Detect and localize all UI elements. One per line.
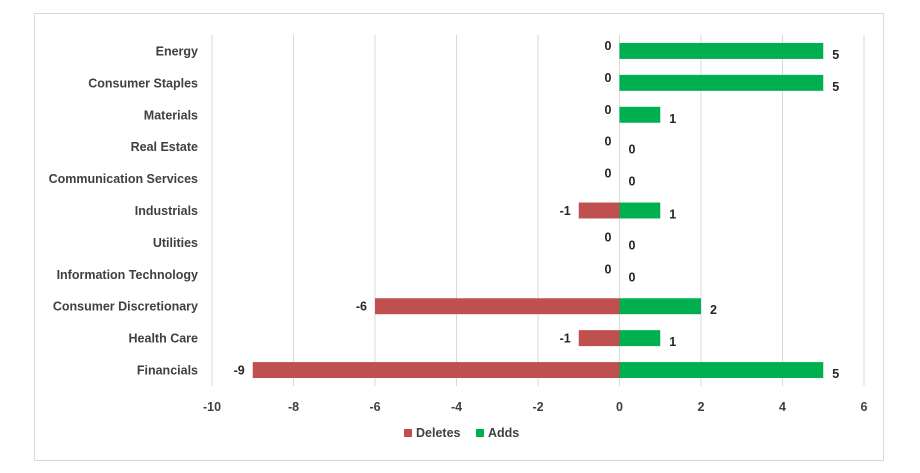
x-tick-label: -6 [369,400,380,414]
category-label: Information Technology [57,268,198,282]
bar-deletes [578,330,620,347]
bar-deletes [578,202,620,219]
data-label-deletes: 0 [605,230,612,244]
legend-label-deletes: Deletes [416,426,461,440]
bar-adds [619,298,701,315]
data-label-deletes: 0 [605,262,612,276]
data-label-adds: 0 [629,143,636,157]
data-label-deletes: 0 [605,167,612,181]
x-tick-label: 6 [861,400,868,414]
data-label-adds: 5 [832,48,839,62]
data-label-deletes: -1 [560,332,571,346]
legend: Deletes Adds [404,426,519,440]
x-tick-label: -8 [288,400,299,414]
data-label-deletes: 0 [605,135,612,149]
data-label-adds: 0 [629,270,636,284]
category-label: Industrials [135,204,198,218]
x-axis-tick-labels: -10 -8 -6 -4 -2 0 2 4 6 [203,400,868,414]
bars [252,42,824,379]
legend-swatch-adds [476,429,484,437]
category-label: Communication Services [49,172,198,186]
data-label-adds: 5 [832,367,839,381]
legend-label-adds: Adds [488,426,519,440]
category-label: Health Care [129,332,199,346]
bar-adds [619,106,661,123]
bar-adds [619,362,824,379]
category-label: Utilities [153,236,198,250]
category-label: Materials [144,108,198,122]
x-tick-label: -4 [451,400,462,414]
data-label-adds: 2 [710,303,717,317]
bar-adds [619,330,661,347]
data-label-deletes: 0 [605,71,612,85]
data-label-adds: 5 [832,80,839,94]
category-label: Energy [156,44,198,58]
x-tick-label: 0 [616,400,623,414]
bar-adds [619,42,824,59]
data-label-adds: 0 [629,238,636,252]
bar-adds [619,74,824,91]
bar-deletes [252,362,620,379]
data-label-deletes: 0 [605,103,612,117]
category-label: Real Estate [131,140,198,154]
data-label-deletes: 0 [605,39,612,53]
x-tick-label: 2 [698,400,705,414]
data-label-deletes: -1 [560,204,571,218]
data-label-deletes: -6 [356,300,367,314]
data-label-adds: 1 [669,112,676,126]
data-labels: 0 5 0 5 0 1 0 0 0 0 -1 1 0 0 0 0 -6 2 -1 1 -9 5 [234,39,840,381]
category-label: Consumer Staples [88,76,198,90]
data-label-deletes: -9 [234,364,245,378]
category-label: Financials [137,364,198,378]
x-tick-label: -2 [532,400,543,414]
x-tick-label: 4 [779,400,786,414]
category-labels: Energy Consumer Staples Materials Real Esta… [49,44,198,377]
legend-swatch-deletes [404,429,412,437]
data-label-adds: 1 [669,208,676,222]
bar-deletes [375,298,620,315]
bar-adds [619,202,661,219]
data-label-adds: 0 [629,175,636,189]
x-tick-label: -10 [203,400,221,414]
category-label: Consumer Discretionary [53,300,198,314]
data-label-adds: 1 [669,335,676,349]
